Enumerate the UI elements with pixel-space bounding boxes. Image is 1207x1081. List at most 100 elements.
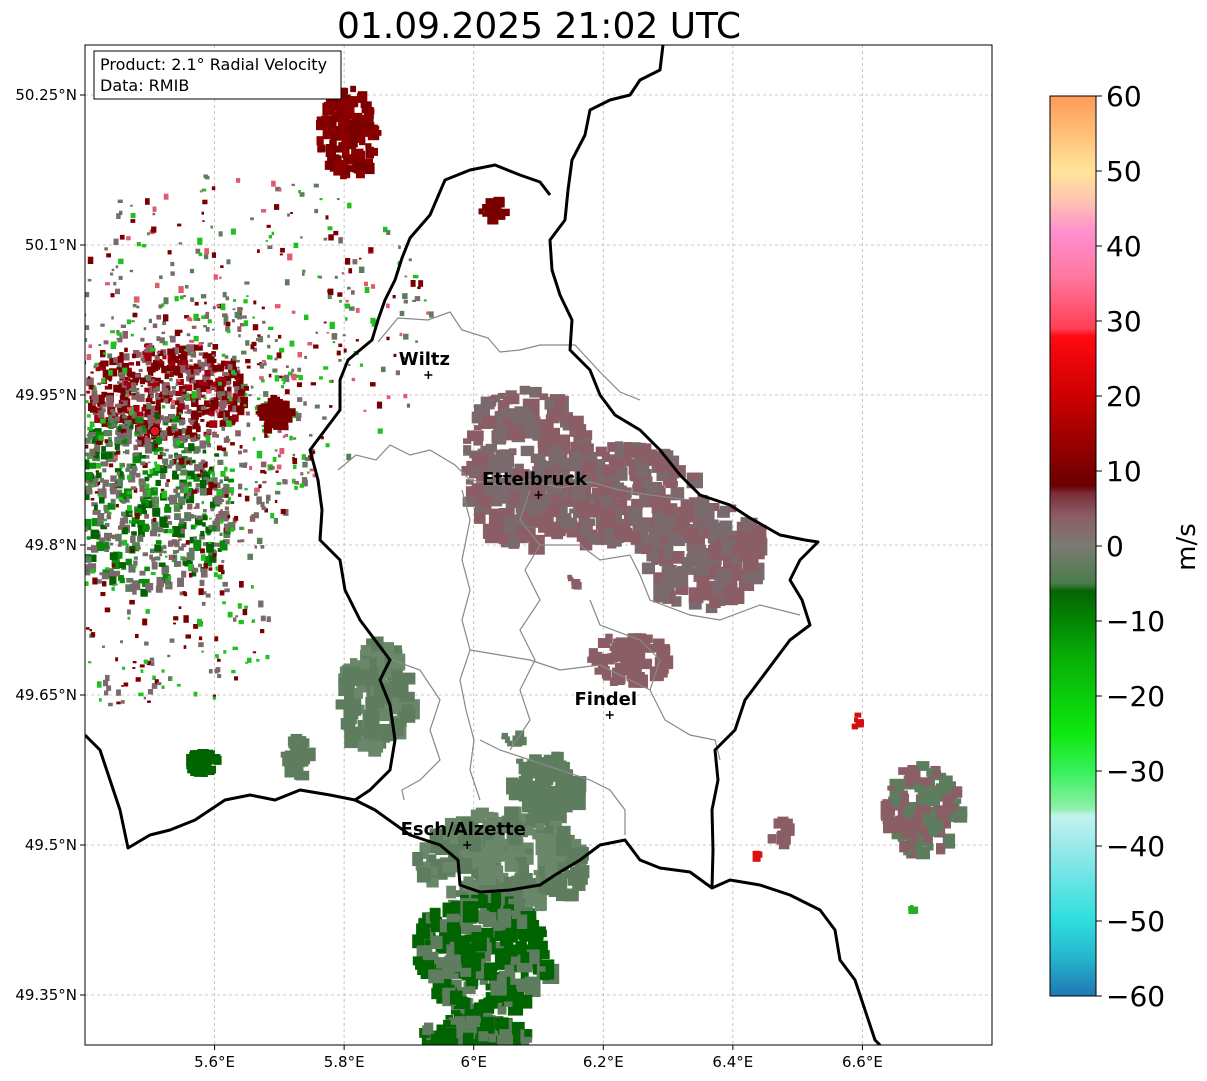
city-marker (424, 371, 433, 379)
echo-cell (181, 394, 187, 398)
echo-cell (162, 354, 167, 360)
echo-cell (165, 397, 173, 402)
echo-cell (78, 552, 84, 559)
echo-cell (76, 537, 81, 542)
echo-cell (731, 554, 739, 564)
echo-cell (75, 442, 79, 446)
echo-cell (218, 412, 224, 418)
echo-cell (371, 323, 377, 327)
echo-cell (931, 770, 942, 778)
echo-cell (538, 757, 550, 770)
echo-cell (524, 1029, 532, 1037)
echo-cell (163, 314, 169, 322)
echo-cell (670, 487, 685, 501)
echo-cell (174, 329, 181, 337)
echo-cell (107, 400, 112, 406)
echo-cell (631, 664, 642, 679)
echo-cell (644, 482, 662, 496)
echo-cell (482, 485, 492, 495)
echo-cell (337, 292, 343, 297)
echo-cell (219, 532, 223, 536)
echo-cell (164, 566, 170, 573)
echo-cell (501, 735, 507, 740)
echo-cell (230, 501, 235, 504)
echo-cell (152, 379, 157, 383)
echo-cell (342, 147, 350, 159)
echo-cell (416, 923, 431, 940)
echo-cell (447, 979, 457, 988)
echo-cell (249, 515, 256, 522)
radar-echoes (64, 85, 968, 1058)
echo-cell (329, 116, 336, 124)
echo-cell (953, 798, 962, 804)
echo-cell (227, 514, 231, 519)
echo-cell (555, 761, 570, 772)
echo-cell (88, 344, 92, 349)
echo-cell (178, 396, 181, 400)
echo-cell (139, 377, 145, 385)
echo-cell (170, 271, 175, 276)
echo-cell (189, 318, 193, 322)
echo-cell (197, 237, 203, 245)
echo-cell (342, 334, 346, 337)
echo-cell (159, 398, 164, 403)
echo-cell (214, 654, 218, 657)
echo-cell (550, 803, 567, 824)
echo-cell (297, 352, 302, 358)
echo-cell (555, 837, 572, 856)
echo-cell (227, 522, 236, 531)
echo-cell (150, 401, 156, 405)
echo-cell (115, 533, 122, 542)
echo-cell (238, 493, 242, 497)
echo-cell (156, 314, 162, 320)
lon-tick-label: 6.4°E (712, 1053, 753, 1071)
echo-cell (104, 523, 110, 527)
echo-cell (172, 428, 176, 433)
echo-cell (116, 332, 122, 336)
echo-cell (178, 365, 186, 373)
echo-cell (572, 881, 586, 891)
echo-cell (539, 393, 548, 401)
echo-cell (665, 478, 677, 489)
echo-cell (75, 492, 83, 501)
echo-cell (314, 404, 320, 409)
colorbar-tick-label: −60 (1106, 980, 1165, 1013)
echo-cell (132, 590, 137, 595)
echo-cell (203, 591, 207, 595)
echo-cell (347, 286, 351, 290)
echo-cell (203, 325, 207, 328)
echo-cell (193, 446, 199, 454)
echo-cell (717, 509, 730, 518)
echo-cell (195, 248, 201, 254)
echo-cell (246, 422, 251, 427)
echo-cell (171, 386, 177, 389)
echo-cell (77, 502, 83, 508)
echo-cell (484, 963, 497, 981)
echo-cell (128, 564, 135, 573)
echo-cell (206, 385, 212, 392)
echo-cell (180, 528, 185, 534)
echo-cell (144, 351, 152, 362)
echo-cell (508, 784, 525, 801)
echo-cell (209, 398, 214, 402)
echo-cell (188, 564, 193, 571)
echo-cell (261, 424, 265, 427)
echo-cell (917, 791, 933, 806)
echo-cell (118, 258, 124, 265)
echo-cell (446, 885, 456, 899)
echo-cell (109, 368, 118, 377)
echo-cell (99, 698, 102, 702)
echo-cell (487, 215, 499, 225)
echo-cell (327, 226, 333, 231)
echo-cell (607, 442, 620, 452)
echo-cell (497, 1045, 508, 1058)
echo-cell (64, 483, 72, 490)
echo-cell (943, 833, 956, 849)
echo-cell (538, 866, 547, 878)
echo-cell (181, 450, 186, 454)
echo-cell (131, 522, 136, 527)
echo-cell (742, 557, 759, 572)
echo-cell (623, 442, 632, 453)
echo-cell (234, 389, 239, 393)
echo-cell (167, 542, 174, 547)
